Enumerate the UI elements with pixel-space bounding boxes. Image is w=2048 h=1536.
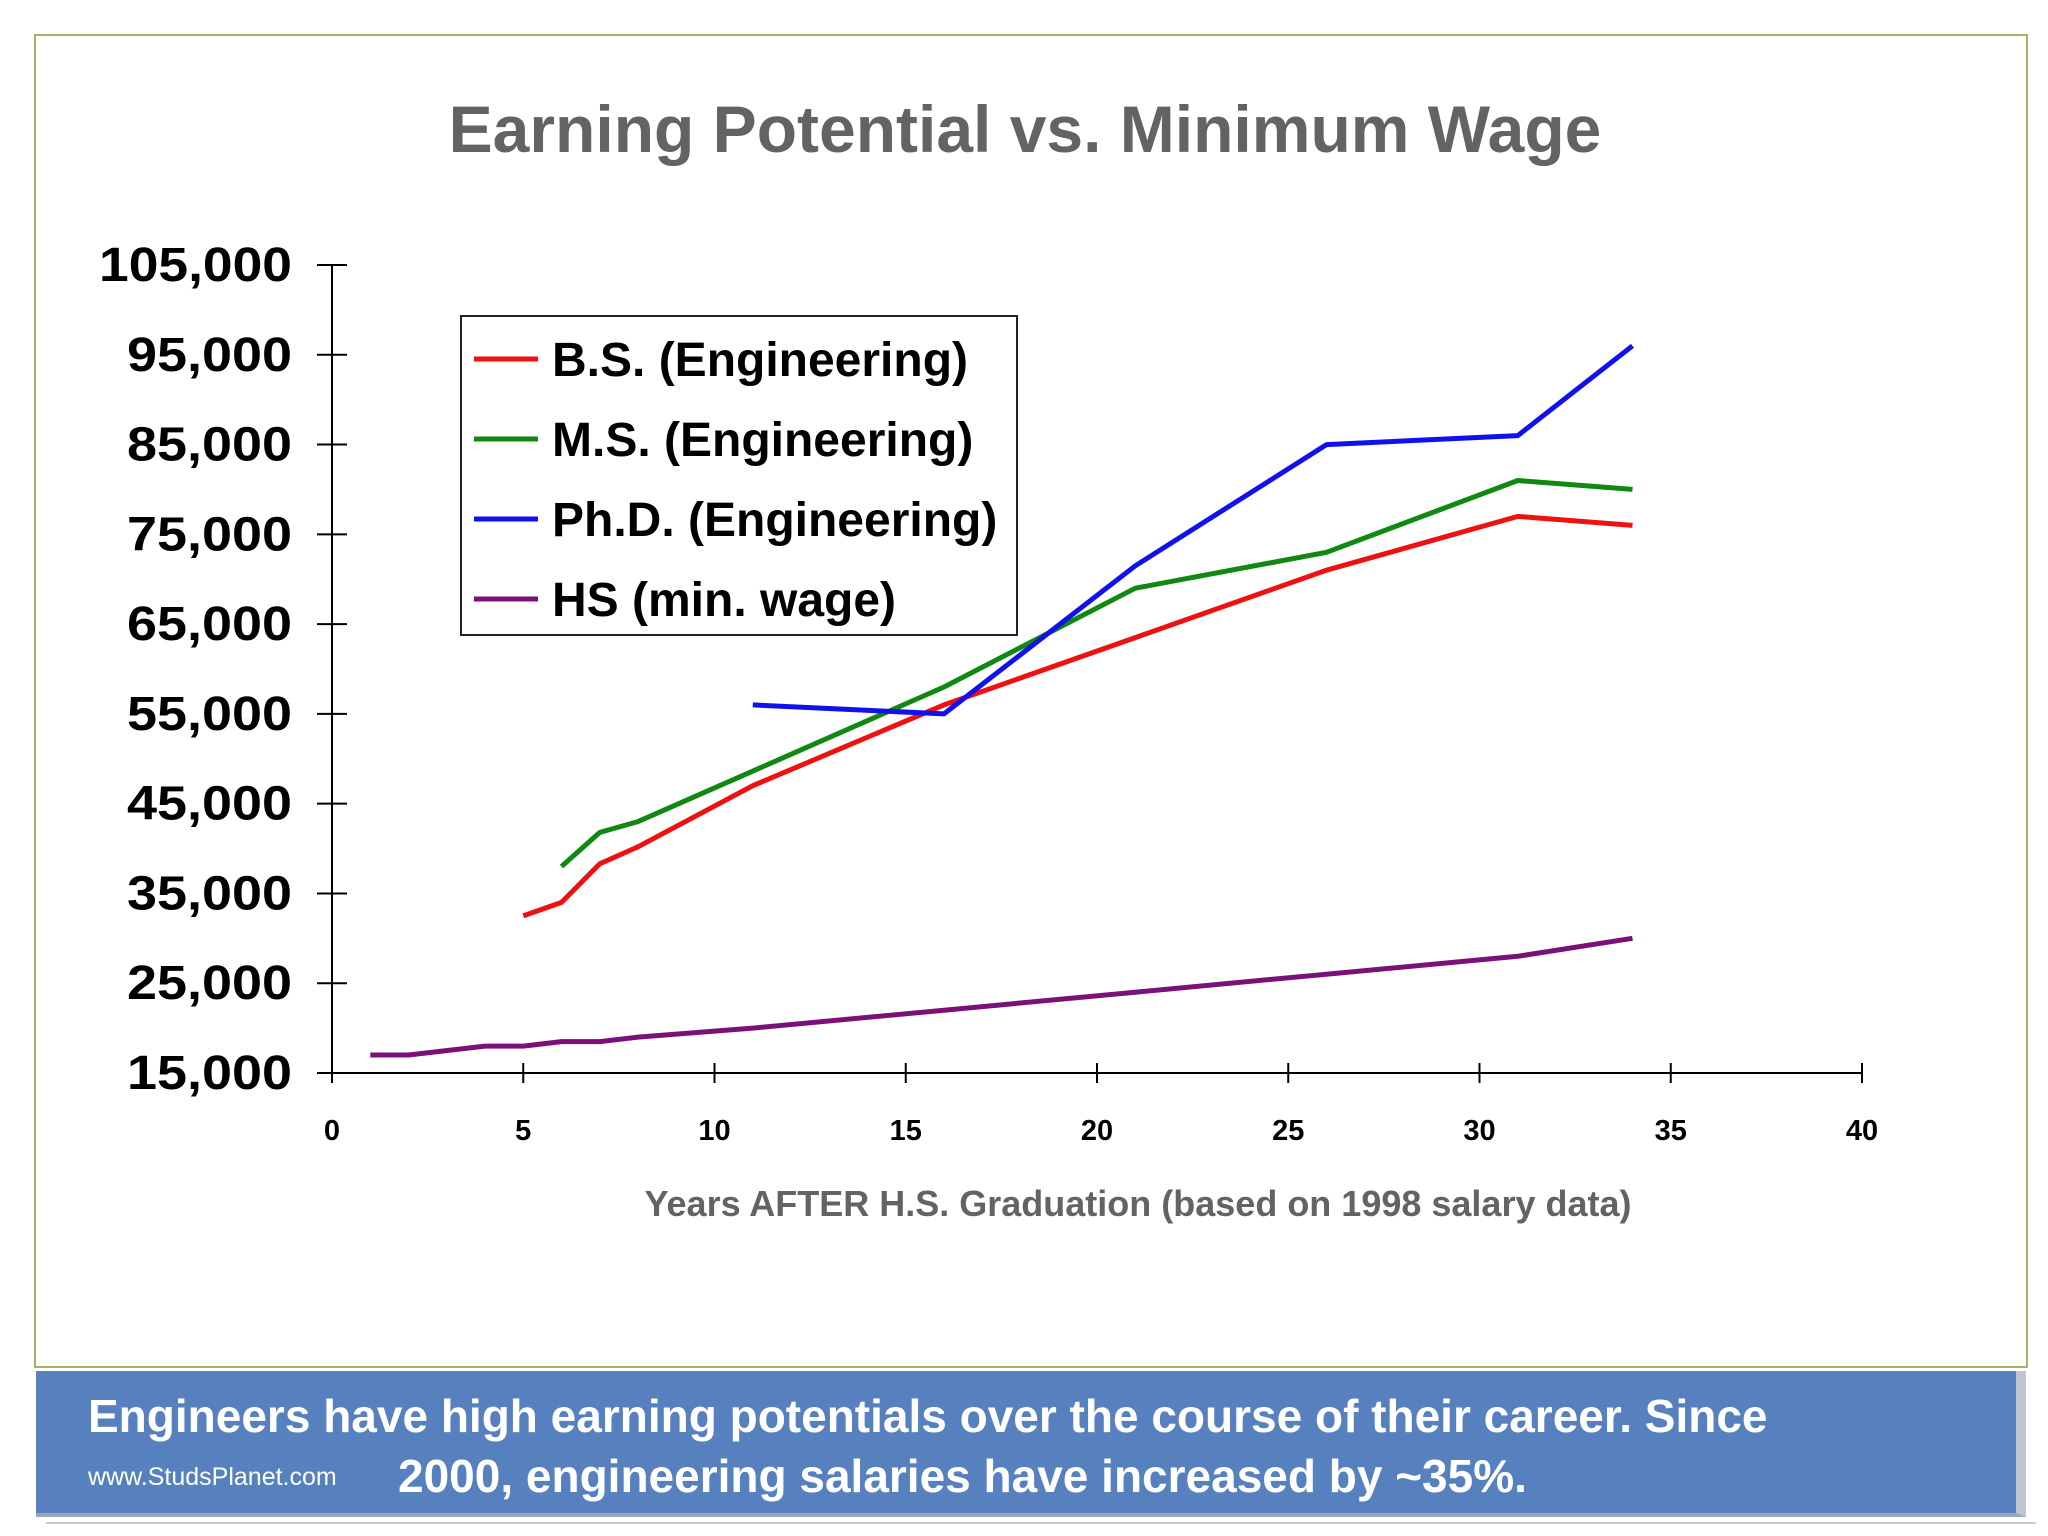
bottom-rule — [46, 1522, 2036, 1524]
x-tick-label: 10 — [698, 1115, 730, 1147]
chart-title: Earning Potential vs. Minimum Wage — [449, 92, 1602, 166]
y-tick-label: 95,000 — [127, 329, 292, 382]
legend-box — [460, 315, 1018, 636]
series-line-4 — [370, 935, 1633, 1058]
watermark: www.StudsPlanet.com — [88, 1463, 337, 1491]
x-axis-label: Years AFTER H.S. Graduation (based on 19… — [645, 1183, 1632, 1224]
y-tick-label: 85,000 — [127, 419, 292, 472]
caption-text-line-1: Engineers have high earning potentials o… — [88, 1390, 1768, 1442]
legend-label: HS (min. wage) — [552, 574, 896, 627]
y-tick-label: 35,000 — [127, 867, 292, 920]
legend: B.S. (Engineering) M.S. (Engineering) Ph.D… — [460, 315, 1018, 636]
x-tick-label: 0 — [324, 1115, 340, 1147]
axes: 0 5 10 15 20 25 30 35 40 15,000 25,000 35,000 45,000… — [99, 239, 1878, 1147]
x-tick-label: 20 — [1081, 1115, 1113, 1147]
y-tick-label: 75,000 — [127, 508, 292, 561]
series-line-1 — [522, 513, 1633, 919]
y-tick-label: 55,000 — [127, 688, 292, 741]
y-tick-label: 65,000 — [127, 598, 292, 651]
caption-bar: Engineers have high earning potentials o… — [36, 1371, 2026, 1517]
x-tick-label: 5 — [515, 1115, 531, 1147]
series-lines — [370, 343, 1635, 1058]
x-tick-label: 15 — [890, 1115, 922, 1147]
y-tick-label: 105,000 — [99, 239, 292, 292]
x-tick-label: 25 — [1272, 1115, 1304, 1147]
legend-label: Ph.D. (Engineering) — [552, 494, 997, 547]
y-tick-label: 45,000 — [127, 778, 292, 831]
y-tick-label: 25,000 — [127, 957, 292, 1010]
y-tick-label: 15,000 — [127, 1047, 292, 1100]
x-tick-label: 30 — [1463, 1115, 1495, 1147]
x-tick-label: 35 — [1655, 1115, 1687, 1147]
legend-label: B.S. (Engineering) — [552, 334, 968, 387]
slide-frame — [34, 34, 2028, 1368]
x-tick-label: 40 — [1846, 1115, 1878, 1147]
caption-text-line-2: 2000, engineering salaries have increase… — [398, 1450, 1527, 1502]
series-line-3 — [752, 343, 1635, 717]
legend-label: M.S. (Engineering) — [552, 414, 973, 467]
